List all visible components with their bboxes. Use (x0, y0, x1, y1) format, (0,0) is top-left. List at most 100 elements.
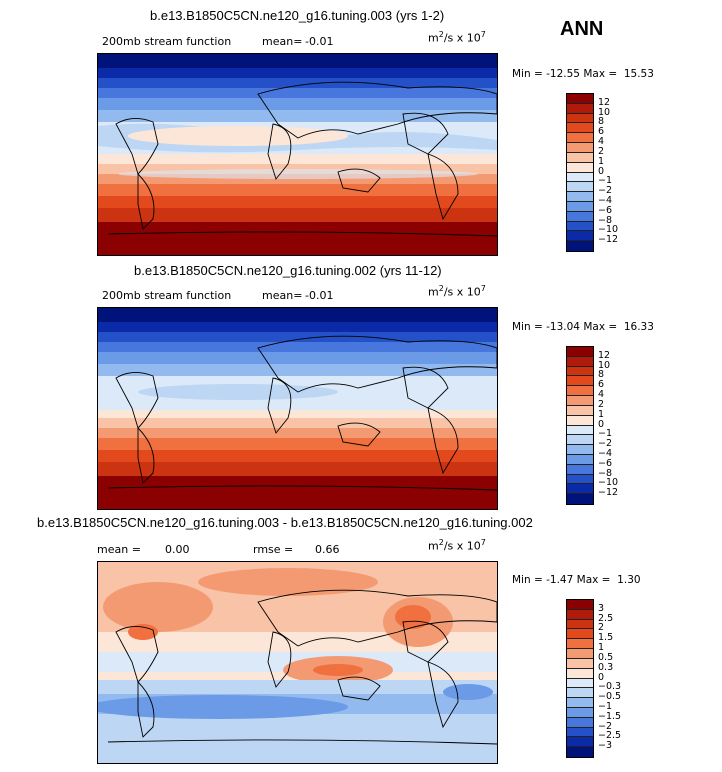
colorbar-swatch (567, 707, 593, 718)
colorbar-tick-label: −0.5 (598, 691, 622, 703)
panel3-rmse-value: 0.66 (315, 543, 340, 556)
panel1-title: b.e13.B1850C5CN.ne120_g16.tuning.003 (yr… (150, 8, 445, 23)
colorbar-swatch (567, 347, 593, 357)
colorbar-swatch (567, 366, 593, 377)
colorbar-tick-label: 2 (598, 622, 605, 634)
colorbar-swatch (567, 172, 593, 183)
colorbar-tick-label: 4 (598, 136, 605, 148)
panel2-subtitle: 200mb stream function (102, 289, 232, 302)
colorbar-swatch (567, 688, 593, 699)
colorbar-tick-label: 0.5 (598, 651, 614, 663)
colorbar-tick-label: −1 (598, 175, 613, 187)
colorbar-tick-label: −4 (598, 194, 613, 206)
colorbar-swatch (567, 454, 593, 465)
colorbar-swatch (567, 162, 593, 173)
colorbar-tick-label: 10 (598, 359, 611, 371)
colorbar-swatch (567, 182, 593, 193)
colorbar-swatch (567, 484, 593, 495)
colorbar-swatch (567, 123, 593, 134)
colorbar-tick-label: 6 (598, 379, 605, 391)
colorbar-swatch (567, 415, 593, 426)
colorbar-swatch (567, 678, 593, 689)
colorbar-swatch (567, 201, 593, 212)
colorbar-tick-label: −1.5 (598, 710, 622, 722)
colorbar-swatch (567, 464, 593, 475)
colorbar-tick-label: 0 (598, 165, 605, 177)
panel1-colorbar (566, 93, 594, 252)
panel1-units: m2/s x 107 (428, 30, 486, 45)
colorbar-swatch (567, 629, 593, 640)
colorbar-swatch (567, 356, 593, 367)
colorbar-swatch (567, 113, 593, 124)
colorbar-tick-label: 12 (598, 96, 611, 108)
colorbar-swatch (567, 405, 593, 416)
colorbar-tick-label: 3 (598, 602, 605, 614)
colorbar-tick-label: −6 (598, 204, 613, 216)
colorbar-swatch (567, 619, 593, 630)
panel3-mean-label: mean = (97, 543, 141, 556)
colorbar-tick-label: 2.5 (598, 612, 614, 624)
colorbar-tick-label: −6 (598, 457, 613, 469)
panel3-minmax: Min = -1.47 Max = 1.30 (512, 574, 641, 586)
colorbar-swatch (567, 211, 593, 222)
colorbar-tick-label: −12 (598, 487, 619, 499)
colorbar-tick-label: 8 (598, 116, 605, 128)
panel2-title: b.e13.B1850C5CN.ne120_g16.tuning.002 (yr… (134, 263, 442, 278)
panel3-colorbar (566, 599, 594, 758)
colorbar-swatch (567, 668, 593, 679)
colorbar-swatch (567, 152, 593, 163)
panel3-title: b.e13.B1850C5CN.ne120_g16.tuning.003 - b… (37, 515, 533, 530)
colorbar-tick-label: −1 (598, 428, 613, 440)
colorbar-tick-label: −2.5 (598, 730, 622, 742)
colorbar-swatch (567, 445, 593, 455)
colorbar-swatch (567, 639, 593, 650)
colorbar-tick-label: −2 (598, 720, 613, 732)
colorbar-swatch (567, 241, 593, 251)
colorbar-swatch (567, 425, 593, 436)
colorbar-swatch (567, 698, 593, 708)
season-label: ANN (560, 18, 604, 40)
panel1-contour-field (98, 54, 497, 255)
colorbar-swatch (567, 435, 593, 446)
colorbar-swatch (567, 396, 593, 406)
colorbar-swatch (567, 474, 593, 485)
panel3-contour-field (98, 562, 497, 763)
colorbar-tick-label: 2 (598, 145, 605, 157)
colorbar-tick-label: 0 (598, 418, 605, 430)
colorbar-tick-label: 6 (598, 126, 605, 138)
colorbar-swatch (567, 192, 593, 202)
panel2-map (97, 307, 498, 510)
colorbar-swatch (567, 658, 593, 669)
panel2-contour-field (98, 308, 497, 509)
panel2-mean-value: -0.01 (305, 289, 334, 302)
colorbar-tick-label: 1.5 (598, 632, 614, 644)
colorbar-tick-label: −4 (598, 447, 613, 459)
colorbar-tick-label: −0.3 (598, 681, 622, 693)
colorbar-tick-label: 12 (598, 349, 611, 361)
panel3-units: m2/s x 107 (428, 538, 486, 553)
colorbar-swatch (567, 747, 593, 757)
colorbar-tick-label: −2 (598, 438, 613, 450)
colorbar-tick-label: −12 (598, 234, 619, 246)
panel1-mean-value: -0.01 (305, 35, 334, 48)
panel2-colorbar-labels: 12 10 8 6 4 2 1 0 −1 −2 −4 −6 −8 −10 −12 (598, 346, 638, 503)
panel3-mean-value: 0.00 (165, 543, 190, 556)
colorbar-tick-label: 8 (598, 369, 605, 381)
colorbar-swatch (567, 649, 593, 659)
colorbar-swatch (567, 143, 593, 153)
colorbar-swatch (567, 231, 593, 242)
colorbar-swatch (567, 727, 593, 738)
colorbar-tick-label: 2 (598, 398, 605, 410)
colorbar-swatch (567, 221, 593, 232)
colorbar-tick-label: 1 (598, 408, 605, 420)
panel1-map (97, 53, 498, 256)
panel1-colorbar-labels: 12 10 8 6 4 2 1 0 −1 −2 −4 −6 −8 −10 −12 (598, 93, 638, 250)
panel2-colorbar (566, 346, 594, 505)
colorbar-tick-label: −10 (598, 477, 619, 489)
panel2-minmax: Min = -13.04 Max = 16.33 (512, 321, 654, 333)
panel1-mean-label: mean= (262, 35, 303, 48)
panel2-mean-label: mean= (262, 289, 303, 302)
colorbar-tick-label: −8 (598, 467, 613, 479)
colorbar-tick-label: −3 (598, 740, 613, 752)
colorbar-swatch (567, 737, 593, 748)
